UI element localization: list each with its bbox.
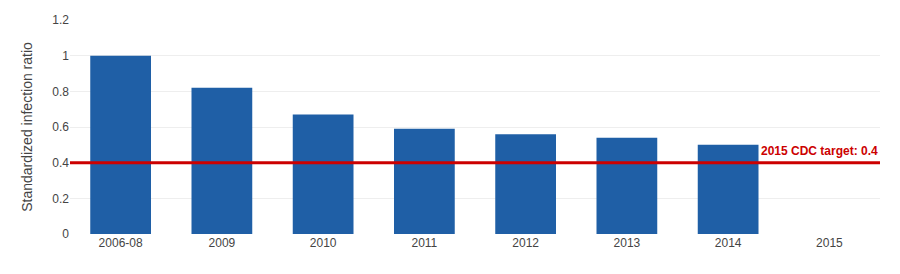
svg-text:0.6: 0.6 — [52, 120, 69, 134]
svg-text:2010: 2010 — [310, 236, 337, 250]
svg-text:Standardized infection ratio: Standardized infection ratio — [19, 42, 35, 212]
svg-text:2014: 2014 — [715, 236, 742, 250]
svg-text:2015: 2015 — [816, 236, 843, 250]
svg-text:2006-08: 2006-08 — [99, 236, 143, 250]
svg-text:2015 CDC target: 0.4: 2015 CDC target: 0.4 — [761, 144, 878, 158]
svg-text:0.4: 0.4 — [52, 156, 69, 170]
svg-text:2012: 2012 — [512, 236, 539, 250]
svg-text:2009: 2009 — [209, 236, 236, 250]
svg-text:2011: 2011 — [411, 236, 437, 250]
svg-text:0.2: 0.2 — [52, 192, 69, 206]
svg-text:1.2: 1.2 — [52, 13, 69, 27]
svg-text:1: 1 — [62, 49, 69, 63]
svg-text:2013: 2013 — [614, 236, 641, 250]
svg-text:0: 0 — [62, 227, 69, 241]
svg-text:0.8: 0.8 — [52, 85, 69, 99]
